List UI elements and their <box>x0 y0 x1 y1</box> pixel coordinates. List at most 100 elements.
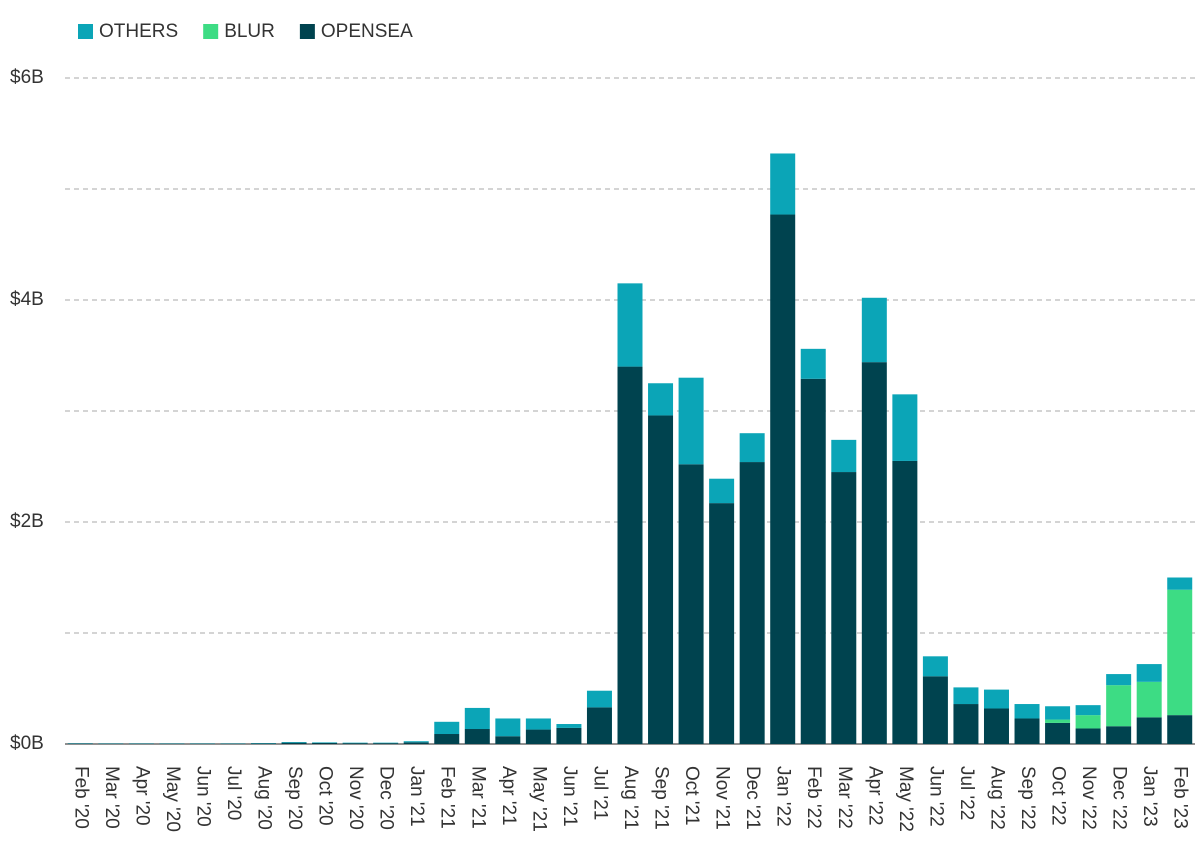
bar-segment <box>983 689 1009 709</box>
x-tick-label: Jun '21 <box>559 766 580 827</box>
x-tick-label: Apr '20 <box>131 766 152 826</box>
bar-segment <box>892 394 918 461</box>
bar-segment <box>648 383 674 416</box>
bar-segment <box>770 153 796 215</box>
bar-segment <box>1106 674 1132 686</box>
bar-segment <box>1106 685 1132 727</box>
x-tick-label: Nov '20 <box>345 766 366 830</box>
bar-segment <box>800 348 826 379</box>
bar-segment <box>464 729 490 744</box>
bar-segment <box>525 729 551 744</box>
bar-segment <box>342 743 368 744</box>
x-tick-label: Dec '20 <box>376 766 397 830</box>
bar-segment <box>1075 728 1101 744</box>
bar-segment <box>1167 577 1193 590</box>
x-tick-label: Aug '22 <box>986 766 1007 830</box>
bar-segment <box>922 656 948 677</box>
x-tick-label: Jul '21 <box>589 766 610 820</box>
bar-segment <box>312 742 338 744</box>
bar-segment <box>892 460 918 744</box>
x-tick-label: Jan '22 <box>773 766 794 827</box>
legend-swatch <box>78 24 93 39</box>
x-tick-label: Feb '20 <box>70 766 91 829</box>
bar-segment <box>953 704 979 744</box>
bar-segment <box>1014 718 1040 744</box>
bar-segment <box>739 462 765 744</box>
bar-segment <box>586 690 612 708</box>
bar-segment <box>586 707 612 744</box>
x-tick-label: Feb '21 <box>437 766 458 829</box>
bar-segment <box>617 366 643 744</box>
bar-segment <box>556 727 582 744</box>
x-tick-label: Jan '23 <box>1139 766 1160 827</box>
legend-swatch <box>299 24 315 39</box>
bar-segment <box>525 718 551 730</box>
x-tick-label: Sep '21 <box>651 766 672 830</box>
bar-segment <box>770 214 796 744</box>
bar-segment <box>251 743 277 744</box>
y-tick-label: $6B <box>10 67 44 88</box>
y-tick-label: $0B <box>10 733 44 754</box>
x-tick-label: May '21 <box>528 766 549 832</box>
x-tick-label: Jul '20 <box>223 766 244 820</box>
bar-segment <box>983 708 1009 744</box>
bar-segment <box>495 718 521 737</box>
x-tick-label: May '22 <box>895 766 916 832</box>
x-tick-label: Sep '22 <box>1017 766 1038 830</box>
x-tick-label: Oct '21 <box>681 766 702 826</box>
x-tick-label: Aug '21 <box>620 766 641 830</box>
bar-segment <box>861 362 887 744</box>
x-tick-label: Sep '20 <box>284 766 305 830</box>
bar-segment <box>1075 705 1101 716</box>
bar-segment <box>1136 717 1162 744</box>
bar-segment <box>861 297 887 363</box>
x-tick-label: Dec '22 <box>1109 766 1130 830</box>
bar-segment <box>434 734 460 744</box>
x-tick-label: Feb '23 <box>1170 766 1191 829</box>
x-tick-label: Apr '22 <box>864 766 885 826</box>
bar-segment <box>312 742 338 743</box>
x-tick-label: Feb '22 <box>803 766 824 829</box>
x-tick-label: May '20 <box>162 766 183 832</box>
x-tick-label: Jan '21 <box>406 766 427 827</box>
bar-segment <box>434 721 460 735</box>
x-tick-label: Oct '20 <box>315 766 336 826</box>
bar-segment <box>678 464 704 744</box>
bar-segment <box>709 478 735 504</box>
bar-segment <box>1167 715 1193 744</box>
legend-label: OTHERS <box>99 21 178 42</box>
bar-segment <box>403 741 429 743</box>
legend-label: OPENSEA <box>321 21 413 42</box>
bar-segment <box>464 707 490 730</box>
x-tick-label: Oct '22 <box>1048 766 1069 826</box>
y-tick-label: $4B <box>10 289 44 310</box>
bar-segment <box>648 415 674 744</box>
bar-segment <box>495 736 521 744</box>
x-tick-label: Jun '22 <box>925 766 946 827</box>
y-tick-label: $2B <box>10 511 44 532</box>
x-tick-label: Jun '20 <box>192 766 213 827</box>
legend-swatch <box>203 24 219 39</box>
bar-segment <box>1136 664 1162 682</box>
bar-segment <box>739 433 765 463</box>
x-tick-label: Mar '21 <box>467 766 488 829</box>
bar-segment <box>709 503 735 744</box>
bar-segment <box>1075 715 1101 729</box>
bar-segment <box>281 742 307 743</box>
bar-segment <box>678 377 704 465</box>
bar-segment <box>953 687 979 705</box>
bar-segment <box>800 378 826 744</box>
x-tick-label: Apr '21 <box>498 766 519 826</box>
x-tick-label: Dec '21 <box>742 766 763 830</box>
bar-segment <box>67 743 93 744</box>
bar-segment <box>831 472 857 744</box>
x-tick-label: Nov '22 <box>1078 766 1099 830</box>
bar-segment <box>1045 722 1071 744</box>
x-tick-label: Mar '22 <box>834 766 855 829</box>
bar-segment <box>831 439 857 473</box>
bar-segment <box>1136 681 1162 718</box>
bar-segment <box>403 742 429 744</box>
x-tick-label: Nov '21 <box>712 766 733 830</box>
bar-segment <box>1045 706 1071 720</box>
